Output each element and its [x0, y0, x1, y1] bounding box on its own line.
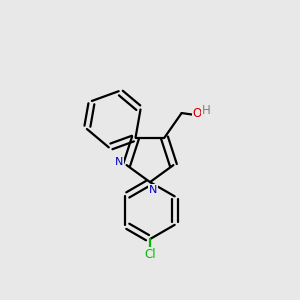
Text: N: N [115, 157, 123, 167]
Text: N: N [149, 184, 157, 195]
Text: H: H [202, 104, 211, 117]
Text: Cl: Cl [144, 248, 156, 261]
Text: O: O [193, 106, 202, 119]
